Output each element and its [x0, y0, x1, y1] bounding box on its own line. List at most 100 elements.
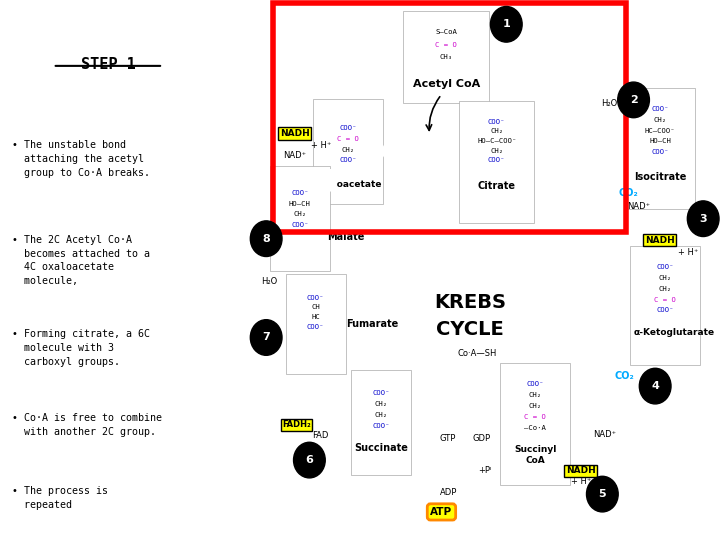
Text: —Co·A: —Co·A — [524, 424, 546, 431]
Circle shape — [251, 221, 282, 256]
Circle shape — [618, 82, 649, 118]
Text: KREBS
CYCLE: KREBS CYCLE — [434, 293, 506, 339]
Text: + H⁺: + H⁺ — [570, 477, 591, 486]
Text: Acetyl CoA: Acetyl CoA — [413, 79, 480, 89]
Text: FAD: FAD — [312, 431, 328, 440]
FancyBboxPatch shape — [625, 88, 695, 210]
Circle shape — [490, 6, 522, 42]
Text: COO⁻: COO⁻ — [526, 381, 544, 388]
Text: CO₂: CO₂ — [619, 188, 639, 198]
Text: COO⁻: COO⁻ — [488, 118, 505, 125]
Circle shape — [639, 368, 671, 404]
Text: α-Ketoglutarate: α-Ketoglutarate — [634, 328, 715, 336]
Text: ATP: ATP — [431, 507, 453, 517]
Text: Co·A—SH: Co·A—SH — [458, 349, 498, 358]
Text: HO—CH: HO—CH — [289, 200, 311, 207]
Text: COO⁻: COO⁻ — [307, 323, 325, 330]
Text: CH₂: CH₂ — [658, 286, 671, 292]
Text: HO—C—COO⁻: HO—C—COO⁻ — [477, 138, 516, 144]
Text: CH₂: CH₂ — [528, 403, 541, 409]
Text: COO⁻: COO⁻ — [651, 106, 669, 112]
Text: NAD⁺: NAD⁺ — [284, 151, 307, 160]
Text: Isocitrate: Isocitrate — [634, 172, 686, 182]
Text: • The process is
  repeated: • The process is repeated — [12, 486, 108, 510]
Text: 5: 5 — [598, 489, 606, 499]
Text: Malate: Malate — [327, 232, 364, 242]
Text: • Forming citrate, a 6C
  molecule with 3
  carboxyl groups.: • Forming citrate, a 6C molecule with 3 … — [12, 329, 150, 367]
Text: CO₂: CO₂ — [614, 372, 634, 381]
Text: FADH₂: FADH₂ — [282, 421, 311, 429]
Text: Succinate: Succinate — [354, 443, 408, 453]
Text: NADH: NADH — [645, 236, 675, 245]
Text: NAD⁺: NAD⁺ — [627, 202, 650, 211]
Text: • Co·A is free to combine
  with another 2C group.: • Co·A is free to combine with another 2… — [12, 413, 162, 437]
Text: GDP: GDP — [472, 434, 490, 443]
Text: COO⁻: COO⁻ — [373, 390, 390, 396]
Text: STEP 1: STEP 1 — [81, 57, 135, 72]
Text: CoA—SH: CoA—SH — [483, 112, 520, 120]
Text: C = O: C = O — [654, 296, 675, 303]
Text: 6: 6 — [305, 455, 313, 465]
Text: 8: 8 — [262, 234, 270, 244]
Text: • The 2C Acetyl Co·A
  becomes attached to a
  4C oxaloacetate
  molecule,: • The 2C Acetyl Co·A becomes attached to… — [12, 235, 150, 286]
Text: CH₂: CH₂ — [341, 146, 354, 153]
Text: + H⁺: + H⁺ — [678, 248, 698, 257]
Text: 2: 2 — [630, 95, 637, 105]
FancyBboxPatch shape — [313, 99, 382, 204]
FancyBboxPatch shape — [403, 11, 490, 103]
Text: 1: 1 — [503, 19, 510, 29]
Text: Fumarate: Fumarate — [346, 319, 398, 329]
FancyBboxPatch shape — [630, 246, 700, 364]
Text: 7: 7 — [262, 333, 270, 342]
Text: CH₂: CH₂ — [293, 211, 306, 218]
Text: H₂O: H₂O — [261, 278, 278, 286]
FancyBboxPatch shape — [459, 102, 534, 223]
Circle shape — [294, 442, 325, 478]
Text: COO⁻: COO⁻ — [656, 264, 673, 271]
FancyBboxPatch shape — [500, 363, 570, 485]
Text: HO—CH: HO—CH — [649, 138, 671, 145]
Text: COO⁻: COO⁻ — [656, 307, 673, 314]
Text: C = O: C = O — [524, 414, 546, 420]
Text: GTP: GTP — [439, 434, 456, 443]
Text: ADP: ADP — [440, 488, 457, 497]
Text: CH₂: CH₂ — [375, 411, 388, 418]
Text: CH₂: CH₂ — [658, 275, 671, 281]
Text: CH₂: CH₂ — [375, 401, 388, 407]
Text: • The unstable bond
  attaching the acetyl
  group to Co·A breaks.: • The unstable bond attaching the acetyl… — [12, 140, 150, 178]
Text: CH: CH — [311, 304, 320, 310]
Text: Citrate: Citrate — [477, 181, 516, 191]
Circle shape — [587, 476, 618, 512]
Text: CH₂: CH₂ — [528, 392, 541, 399]
Text: NAD⁺: NAD⁺ — [593, 430, 616, 439]
Text: COO⁻: COO⁻ — [291, 190, 309, 196]
Text: HC: HC — [311, 314, 320, 320]
Circle shape — [688, 201, 719, 237]
Text: NADH: NADH — [280, 129, 310, 138]
Text: COO⁻: COO⁻ — [291, 222, 309, 228]
Text: COO⁻: COO⁻ — [339, 125, 356, 131]
Text: CH₂: CH₂ — [490, 128, 503, 134]
FancyBboxPatch shape — [286, 274, 346, 374]
Text: COO⁻: COO⁻ — [339, 157, 356, 164]
Text: + H⁺: + H⁺ — [311, 141, 332, 150]
Text: 4: 4 — [651, 381, 659, 391]
Text: COO⁻: COO⁻ — [488, 157, 505, 164]
Text: S—CoA: S—CoA — [436, 29, 457, 36]
Text: Succinyl
CoA: Succinyl CoA — [514, 444, 557, 465]
Text: COO⁻: COO⁻ — [307, 294, 325, 301]
Text: NADH: NADH — [566, 467, 595, 475]
Text: CH₃: CH₃ — [440, 54, 453, 60]
Text: H₂O: H₂O — [601, 99, 618, 108]
Text: CH₂: CH₂ — [490, 147, 503, 154]
FancyBboxPatch shape — [351, 369, 411, 475]
Text: COO⁻: COO⁻ — [651, 149, 669, 156]
Text: CH₂: CH₂ — [654, 117, 667, 123]
Text: C = O: C = O — [436, 42, 457, 48]
Text: COO⁻: COO⁻ — [373, 422, 390, 429]
Circle shape — [251, 320, 282, 355]
Text: +Pᴵ: +Pᴵ — [478, 467, 492, 475]
Text: C = O: C = O — [337, 136, 359, 142]
Text: 3: 3 — [699, 214, 707, 224]
FancyBboxPatch shape — [270, 166, 330, 271]
